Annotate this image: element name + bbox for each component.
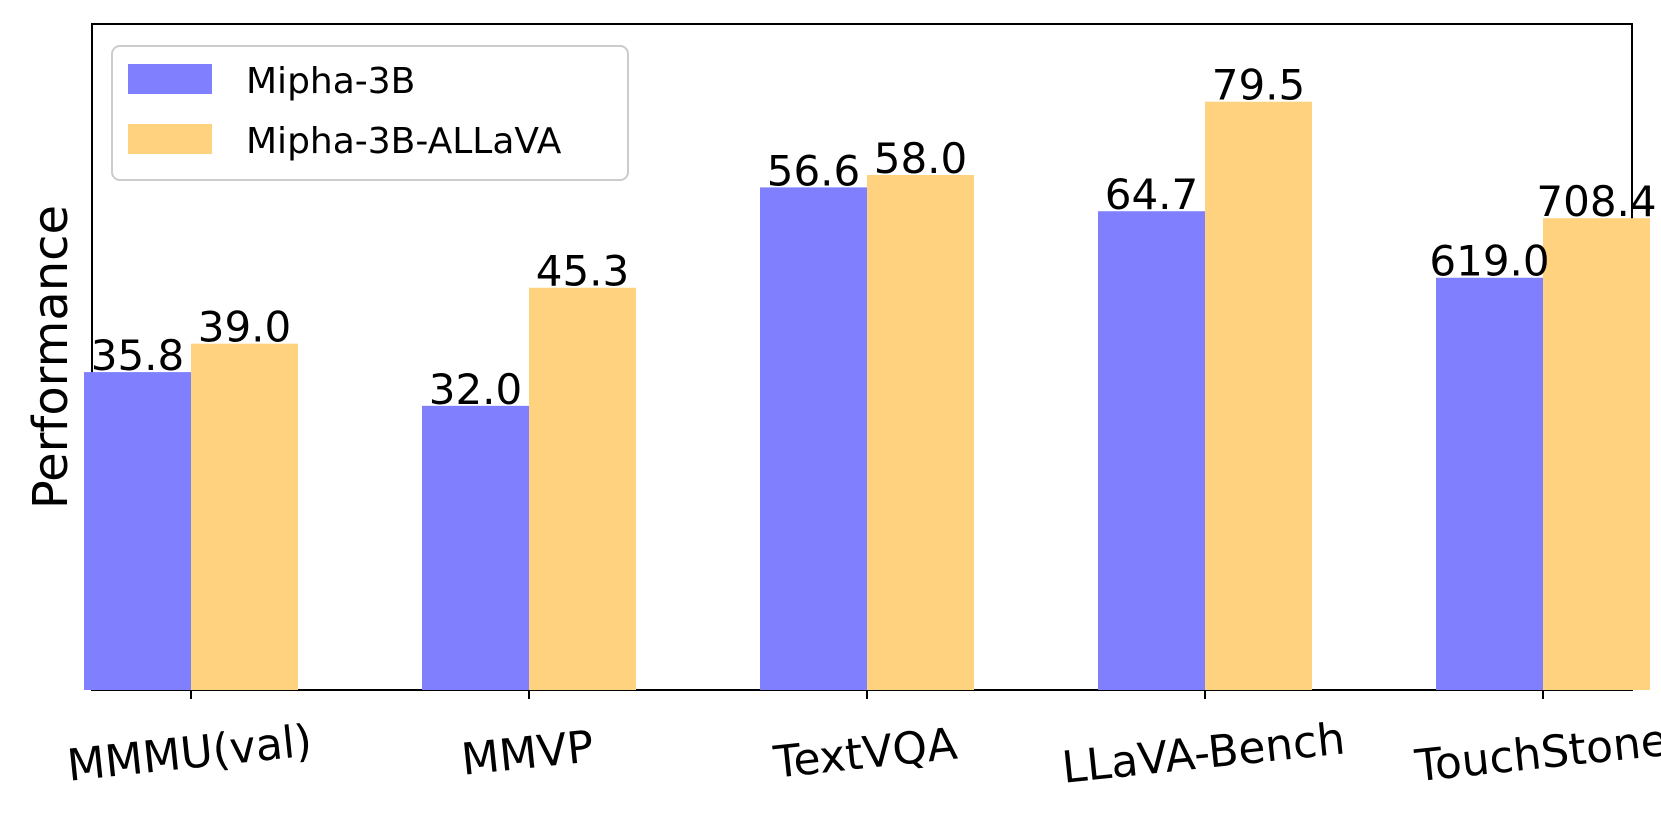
value-label-textvqa-series-1: 58.0 <box>874 134 968 183</box>
value-label-mmvp-series-0: 32.0 <box>429 365 523 414</box>
bar-mmvp-series-0 <box>422 405 529 690</box>
x-tick-label: MMVP <box>459 721 596 786</box>
value-label-textvqa-series-0: 56.6 <box>767 146 861 195</box>
bar-textvqa-series-1 <box>867 174 974 690</box>
legend-swatch-mipha-3b <box>128 64 212 94</box>
legend-frame <box>111 45 629 181</box>
x-tick-label: LLaVA-Bench <box>1060 713 1348 793</box>
bar-touchstone-series-0 <box>1436 277 1543 690</box>
value-label-touchstone-series-0: 619.0 <box>1429 237 1549 286</box>
bars-layer <box>84 101 1650 690</box>
value-label-touchstone-series-1: 708.4 <box>1536 177 1656 226</box>
value-label-mmvp-series-1: 45.3 <box>536 247 630 296</box>
legend-swatch-mipha-3b-allava <box>128 124 212 154</box>
bar-llava-bench-series-1 <box>1205 101 1312 690</box>
legend: Mipha-3B Mipha-3B-ALLaVA <box>111 45 629 181</box>
x-tick-label: MMMU(val) <box>65 715 315 791</box>
bar-llava-bench-series-0 <box>1098 211 1205 690</box>
value-label-mmmu-val--series-0: 35.8 <box>91 331 185 380</box>
x-ticks-layer: MMMU(val) MMVP TextVQA LLaVA-Bench TouchSton… <box>65 690 1661 794</box>
x-tick-label: TextVQA <box>770 719 959 789</box>
y-axis-title: Performance <box>23 205 79 509</box>
value-label-mmmu-val--series-1: 39.0 <box>198 303 292 352</box>
bar-mmvp-series-1 <box>529 287 636 690</box>
x-tick-label: TouchStone <box>1412 715 1661 792</box>
bar-mmmu-val--series-0 <box>84 372 191 690</box>
value-label-llava-bench-series-0: 64.7 <box>1105 170 1199 219</box>
bar-mmmu-val--series-1 <box>191 343 298 690</box>
legend-label-mipha-3b-allava: Mipha-3B-ALLaVA <box>246 121 562 162</box>
value-labels-layer: 35.8 39.0 32.0 45.3 56.6 58.0 64.7 79.5 619.0 708… <box>91 61 1657 414</box>
bar-textvqa-series-0 <box>760 187 867 690</box>
bar-touchstone-series-1 <box>1543 218 1650 690</box>
value-label-llava-bench-series-1: 79.5 <box>1212 61 1306 110</box>
legend-label-mipha-3b: Mipha-3B <box>246 61 415 102</box>
